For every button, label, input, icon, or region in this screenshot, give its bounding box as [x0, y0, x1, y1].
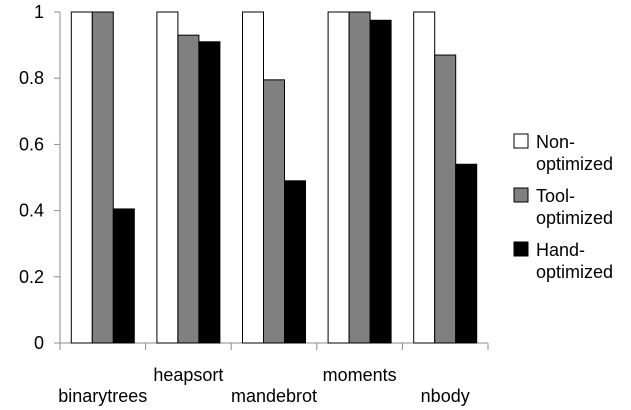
bar-mandebrot-1: [263, 79, 285, 344]
y-tick-label: 1: [34, 2, 44, 22]
bar-moments-0: [327, 11, 350, 344]
x-category-label: binarytrees: [58, 386, 147, 406]
x-category-label: mandebrot: [231, 386, 317, 406]
y-tick-label: 0: [34, 333, 44, 353]
legend-label-line: optimized: [536, 262, 613, 282]
bar-nbody-1: [434, 54, 457, 344]
bar-mandebrot-0: [242, 11, 264, 344]
x-category-label: heapsort: [153, 365, 223, 385]
legend-label-line: Non-: [536, 132, 575, 152]
bar-binarytrees-1: [91, 11, 114, 344]
bar-heapsort-0: [156, 11, 179, 344]
bar-heapsort-2: [198, 41, 221, 344]
y-axis: 0 0.2 0.4 0.6 0.8 1: [19, 2, 61, 353]
bar-mandebrot-2: [284, 180, 306, 344]
y-tick-label: 0.6: [19, 134, 44, 154]
bars: [70, 11, 478, 344]
legend-swatch: [513, 241, 529, 257]
legend-label: Hand-optimized: [536, 240, 613, 282]
legend: Non-optimizedTool-optimizedHand-optimize…: [513, 132, 613, 282]
x-category-label: moments: [323, 365, 397, 385]
legend-label: Non-optimized: [536, 132, 613, 174]
legend-label-line: optimized: [536, 154, 613, 174]
bar-moments-2: [369, 19, 392, 344]
bar-moments-1: [348, 11, 371, 344]
x-category-label: nbody: [421, 386, 470, 406]
x-axis: binarytrees heapsort mandebrot moments nbody: [58, 342, 489, 406]
legend-swatch: [513, 187, 529, 203]
bar-nbody-2: [455, 163, 478, 344]
y-tick-label: 0.2: [19, 267, 44, 287]
legend-label-line: Hand-: [536, 240, 585, 260]
bar-binarytrees-2: [112, 208, 135, 344]
bar-nbody-0: [413, 11, 436, 344]
legend-label-line: Tool-: [536, 186, 575, 206]
legend-label-line: optimized: [536, 208, 613, 228]
bar-heapsort-1: [177, 34, 200, 344]
legend-swatch: [513, 133, 529, 149]
y-tick-label: 0.4: [19, 201, 44, 221]
bar-binarytrees-0: [70, 11, 93, 344]
legend-label: Tool-optimized: [536, 186, 613, 228]
y-tick-label: 0.8: [19, 68, 44, 88]
